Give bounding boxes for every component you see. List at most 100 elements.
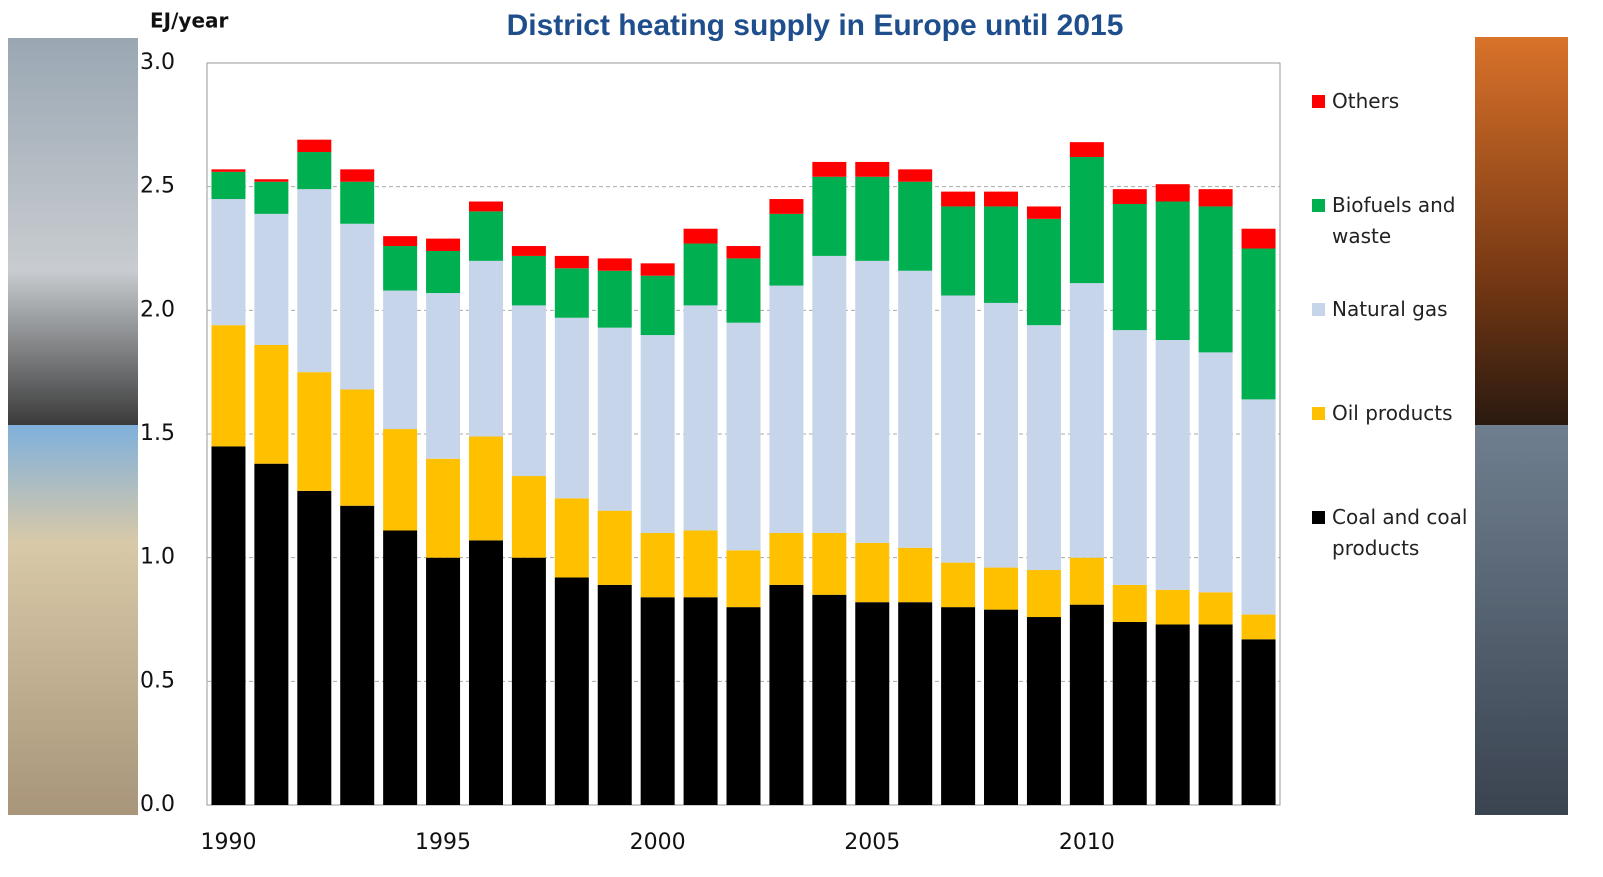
legend-item: Natural gas <box>1312 294 1482 398</box>
y-tick-label: 3.0 <box>140 50 175 75</box>
photo <box>1475 37 1568 425</box>
y-tick-label: 1.0 <box>140 545 175 570</box>
bar-segment <box>426 458 461 558</box>
legend-label: Others <box>1332 89 1400 113</box>
bar-segment <box>383 246 418 291</box>
bar-segment <box>468 540 503 805</box>
legend-label: Oil products <box>1332 401 1453 425</box>
bar-segment <box>1026 218 1061 326</box>
bar-segment <box>211 169 246 172</box>
bar-segment <box>898 181 933 271</box>
bar-segment <box>1155 184 1190 202</box>
bar-segment <box>383 429 418 531</box>
bar-segment <box>1241 614 1276 640</box>
bar-segment <box>984 567 1019 610</box>
legend-item: Others <box>1312 86 1482 190</box>
bar-segment <box>640 335 675 533</box>
bar-segment <box>812 532 847 595</box>
legend-swatch <box>1312 199 1325 212</box>
bar-segment <box>211 199 246 326</box>
bar-segment <box>554 498 589 578</box>
bar-segment <box>812 255 847 533</box>
bar-segment <box>1069 283 1104 558</box>
bar-segment <box>383 290 418 430</box>
bar-segment <box>1069 142 1104 157</box>
bar-segment <box>254 213 289 345</box>
bar-segment <box>1026 206 1061 219</box>
bar-segment <box>511 476 546 558</box>
x-tick-label: 1995 <box>415 830 471 855</box>
bar-segment <box>254 463 289 805</box>
bar-segment <box>254 181 289 214</box>
bar-segment <box>640 597 675 805</box>
photo <box>8 38 138 425</box>
bar-segment <box>769 285 804 533</box>
bar-segment <box>1112 203 1147 331</box>
x-tick-label: 2000 <box>630 830 686 855</box>
x-tick-label: 2005 <box>844 830 900 855</box>
x-tick-label: 2010 <box>1059 830 1115 855</box>
bar-segment <box>812 176 847 256</box>
bar-segment <box>941 562 976 608</box>
bar-segment <box>855 542 890 603</box>
bar-segment <box>1026 325 1061 571</box>
bar-segment <box>1198 624 1233 805</box>
x-tick-label: 1990 <box>200 830 256 855</box>
bar-segment <box>683 597 718 805</box>
legend-label: Biofuels and waste <box>1332 193 1456 248</box>
bar-segment <box>898 169 933 182</box>
bar-segment <box>426 238 461 251</box>
bar-segment <box>683 243 718 306</box>
bar-segment <box>597 327 632 511</box>
bar-segment <box>726 246 761 259</box>
bar-segment <box>1112 330 1147 585</box>
bar-segment <box>468 436 503 541</box>
y-tick-label: 1.5 <box>140 421 175 446</box>
bar-segment <box>340 505 375 805</box>
bar-segment <box>1241 399 1276 615</box>
bar-segment <box>898 602 933 805</box>
bar-segment <box>597 258 632 271</box>
legend-item: Biofuels and waste <box>1312 190 1482 294</box>
bar-segment <box>1155 589 1190 625</box>
bar-segment <box>1198 206 1233 353</box>
bar-segment <box>297 189 332 373</box>
bar-segment <box>1241 228 1276 249</box>
bar-segment <box>254 344 289 464</box>
bar-segment <box>984 302 1019 568</box>
bar-segment <box>297 490 332 805</box>
bar-segment <box>941 607 976 805</box>
bar-segment <box>941 206 976 296</box>
legend-swatch <box>1312 407 1325 420</box>
legend-item: Oil products <box>1312 398 1482 502</box>
bar-segment <box>1069 604 1104 805</box>
legend-label: Natural gas <box>1332 297 1448 321</box>
bar-segment <box>855 260 890 543</box>
bar-segment <box>812 161 847 177</box>
bar-segment <box>554 577 589 805</box>
bar-segment <box>511 246 546 256</box>
bar-segment <box>855 602 890 805</box>
bar-segment <box>1241 248 1276 400</box>
bar-segment <box>340 181 375 224</box>
bar-segment <box>683 228 718 244</box>
bar-segment <box>426 293 461 459</box>
legend: Others Biofuels and waste Natural gas Oil p… <box>1312 86 1482 606</box>
bar-segment <box>769 199 804 214</box>
bar-segment <box>683 530 718 598</box>
legend-swatch <box>1312 95 1325 108</box>
bar-segment <box>597 270 632 328</box>
bar-segment <box>1026 617 1061 805</box>
bar-segment <box>297 372 332 491</box>
legend-item: Coal and coal products <box>1312 502 1482 606</box>
bar-segment <box>726 550 761 608</box>
bar-segment <box>383 530 418 805</box>
photo <box>8 425 138 815</box>
legend-label: Coal and coal products <box>1332 505 1468 560</box>
bar-segment <box>211 325 246 447</box>
bar-segment <box>340 389 375 506</box>
bar-segment <box>812 594 847 805</box>
bar-segment <box>297 152 332 190</box>
